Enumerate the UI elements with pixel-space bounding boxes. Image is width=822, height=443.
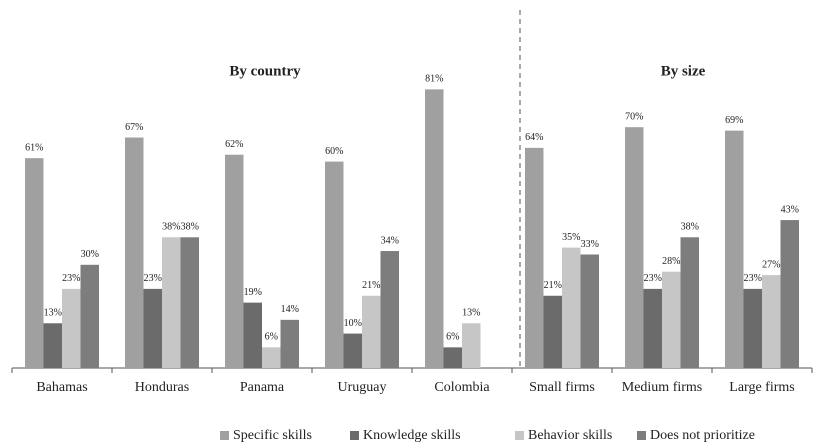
bar (443, 347, 462, 368)
data-label: 28% (662, 256, 680, 267)
data-label: 35% (562, 232, 580, 243)
bar (143, 288, 162, 368)
data-label: 38% (162, 222, 180, 233)
bar (425, 89, 444, 369)
data-label: 21% (544, 280, 562, 291)
data-label: 34% (381, 235, 399, 246)
data-label: 61% (25, 142, 43, 153)
bar (162, 237, 181, 368)
bar (380, 251, 399, 368)
bar (525, 147, 544, 368)
x-tick-label: Bahamas (36, 380, 87, 395)
data-label: 23% (644, 273, 662, 284)
data-label: 81% (425, 74, 443, 85)
data-label: 33% (581, 239, 599, 250)
bar (243, 302, 262, 368)
bar (343, 333, 362, 368)
data-label: 21% (362, 280, 380, 291)
data-label: 27% (762, 259, 780, 270)
data-label: 6% (265, 332, 278, 343)
legend-swatch (220, 431, 229, 440)
bar (462, 323, 481, 368)
bar (762, 275, 781, 368)
x-tick-label: Uruguay (338, 380, 387, 395)
data-label: 64% (525, 132, 543, 143)
bar (280, 319, 299, 368)
legend-swatch (515, 431, 524, 440)
bar (643, 288, 662, 368)
bar (225, 154, 244, 368)
bar (562, 247, 581, 368)
x-tick-label: Large firms (729, 380, 794, 395)
data-label: 6% (446, 332, 459, 343)
bar (743, 288, 762, 368)
data-label: 19% (244, 287, 262, 298)
bar (662, 271, 681, 368)
x-tick-label: Colombia (434, 380, 490, 395)
bar (725, 130, 744, 368)
data-label: 23% (144, 273, 162, 284)
bar (80, 264, 99, 368)
data-label: 60% (325, 146, 343, 157)
bar (543, 295, 562, 368)
data-label: 14% (281, 304, 299, 315)
data-label: 67% (125, 122, 143, 133)
bar (62, 288, 81, 368)
x-tick-label: Panama (240, 380, 285, 395)
bar (125, 137, 144, 368)
legend-swatch (350, 431, 359, 440)
bar (325, 161, 344, 368)
legend-label: Knowledge skills (363, 428, 461, 443)
bar (262, 347, 281, 368)
bar (625, 127, 644, 368)
bar (780, 220, 799, 368)
data-label: 38% (681, 222, 699, 233)
legend-label: Behavior skills (528, 428, 612, 443)
bar (680, 237, 699, 368)
data-label: 13% (462, 308, 480, 319)
data-label: 62% (225, 139, 243, 150)
annotation: By size (661, 63, 706, 79)
x-tick-label: Small firms (529, 380, 595, 395)
data-label: 10% (344, 318, 362, 329)
x-tick-label: Honduras (135, 380, 189, 395)
data-label: 23% (744, 273, 762, 284)
data-label: 38% (181, 222, 199, 233)
bar (362, 295, 381, 368)
data-label: 70% (625, 111, 643, 122)
data-label: 23% (62, 273, 80, 284)
data-label: 69% (725, 115, 743, 126)
legend-label: Does not prioritize (650, 428, 755, 443)
bar (580, 254, 599, 368)
x-tick-label: Medium firms (622, 380, 703, 395)
legend-label: Specific skills (233, 428, 312, 443)
bar (43, 323, 62, 368)
data-label: 13% (44, 308, 62, 319)
annotation: By country (229, 63, 301, 79)
data-label: 43% (781, 204, 799, 215)
legend-swatch (637, 431, 646, 440)
bar (25, 158, 44, 368)
data-label: 30% (81, 249, 99, 260)
bar (180, 237, 199, 368)
